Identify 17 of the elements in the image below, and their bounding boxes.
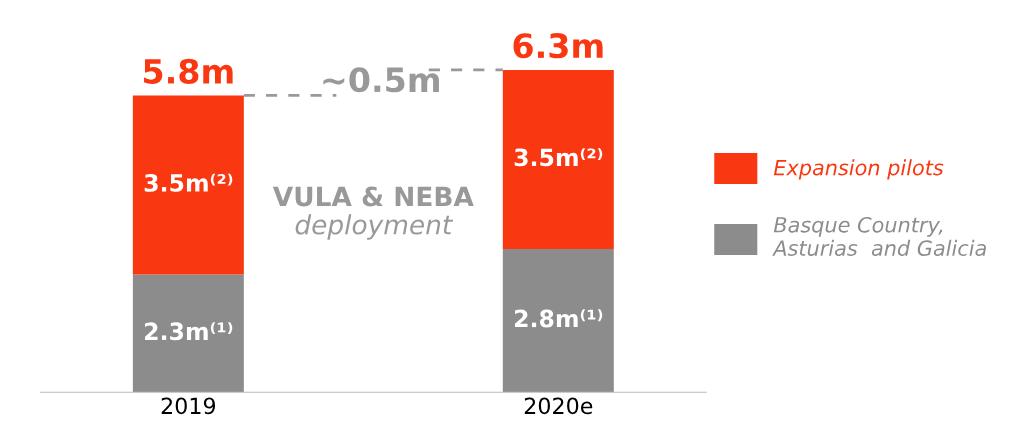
total-label: 6.3m (513, 33, 603, 59)
data-label: 3.5m⁽²⁾ (514, 148, 603, 167)
annotation: VULA & NEBA (272, 186, 474, 207)
legend-label: Basque Country, Asturias and Galicia (772, 216, 986, 256)
annotation: ~0.5m (323, 67, 439, 93)
bar (132, 274, 244, 393)
x-tick-label: 2020e (524, 397, 593, 415)
data-label: 2.3m⁽¹⁾ (145, 322, 233, 341)
data-label: 2.8m⁽¹⁾ (514, 309, 603, 328)
data-label: 3.5m⁽²⁾ (144, 173, 233, 192)
annotation: deployment (295, 214, 454, 240)
x-tick-label: 2019 (161, 397, 216, 415)
total-label: 5.8m (144, 58, 233, 84)
bar (502, 248, 614, 393)
bar (502, 69, 614, 249)
legend-label: Expansion pilots (773, 159, 944, 180)
bar (132, 95, 244, 275)
